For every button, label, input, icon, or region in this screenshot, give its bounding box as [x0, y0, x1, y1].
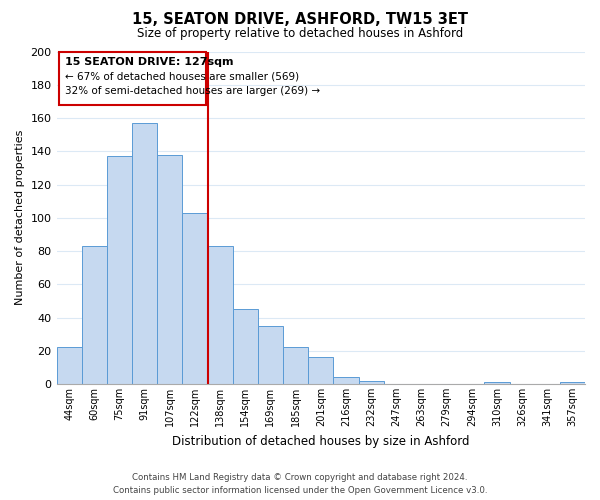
Bar [258, 326, 283, 384]
Text: Size of property relative to detached houses in Ashford: Size of property relative to detached ho… [137, 28, 463, 40]
Bar [233, 309, 258, 384]
Bar [208, 246, 233, 384]
Bar [484, 382, 509, 384]
Bar [359, 380, 383, 384]
Bar [56, 348, 82, 384]
Bar [107, 156, 132, 384]
FancyBboxPatch shape [59, 52, 206, 104]
Text: ← 67% of detached houses are smaller (569): ← 67% of detached houses are smaller (56… [65, 72, 299, 82]
Bar [132, 123, 157, 384]
Bar [308, 358, 334, 384]
Bar [182, 213, 208, 384]
Bar [283, 348, 308, 384]
Text: 15, SEATON DRIVE, ASHFORD, TW15 3ET: 15, SEATON DRIVE, ASHFORD, TW15 3ET [132, 12, 468, 28]
Y-axis label: Number of detached properties: Number of detached properties [15, 130, 25, 306]
Bar [157, 154, 182, 384]
Bar [334, 378, 359, 384]
Bar [560, 382, 585, 384]
Text: 32% of semi-detached houses are larger (269) →: 32% of semi-detached houses are larger (… [65, 86, 320, 97]
X-axis label: Distribution of detached houses by size in Ashford: Distribution of detached houses by size … [172, 434, 470, 448]
Text: Contains HM Land Registry data © Crown copyright and database right 2024.
Contai: Contains HM Land Registry data © Crown c… [113, 474, 487, 495]
Text: 15 SEATON DRIVE: 127sqm: 15 SEATON DRIVE: 127sqm [65, 58, 233, 68]
Bar [82, 246, 107, 384]
